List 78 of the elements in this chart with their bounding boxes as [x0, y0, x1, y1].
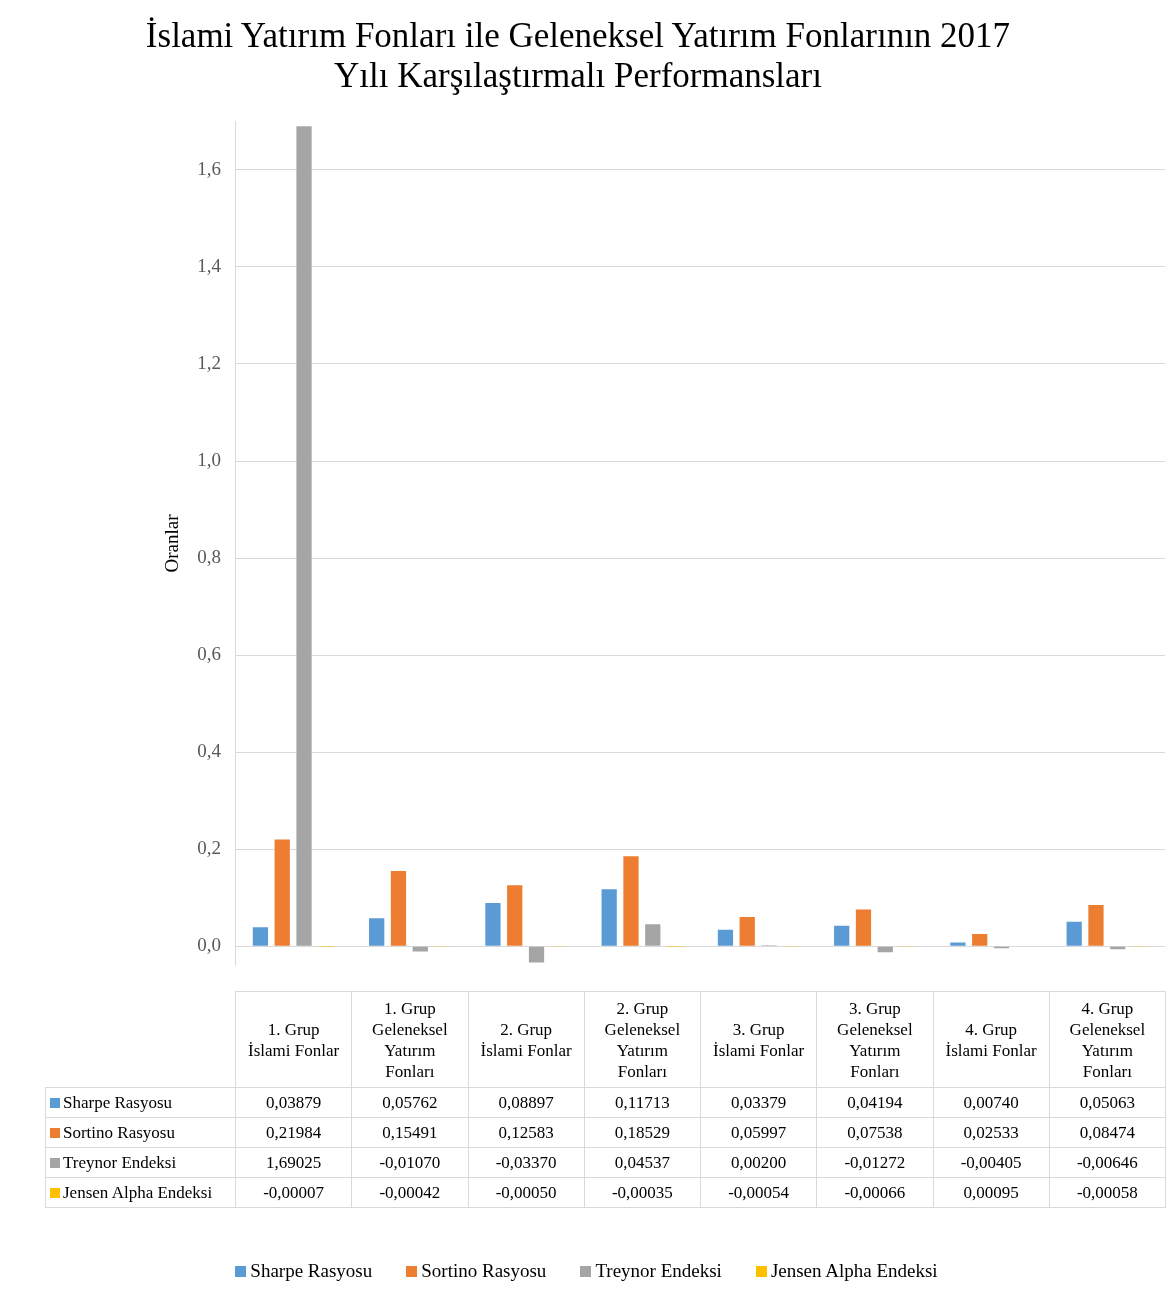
bar	[485, 903, 501, 946]
bar	[972, 933, 988, 946]
bar	[369, 918, 385, 946]
x-tick-label: 2. Grup İslami Fonlar	[468, 991, 585, 1088]
x-tick-label: 2. Grup Geleneksel Yatırım Fonları	[584, 991, 701, 1088]
data-label: 0,08897	[468, 1087, 585, 1118]
data-label: 0,21984	[235, 1117, 352, 1148]
y-tick-label: 0,4	[197, 740, 222, 762]
data-label: -0,00646	[1049, 1147, 1166, 1178]
data-label: -0,00405	[933, 1147, 1050, 1178]
bar	[834, 925, 850, 946]
data-label: 0,05997	[700, 1117, 817, 1148]
bar	[855, 909, 872, 946]
data-label: -0,00042	[351, 1177, 468, 1208]
bar	[1066, 921, 1082, 946]
data-label: 0,00200	[700, 1147, 817, 1178]
data-label: -0,01070	[351, 1147, 468, 1178]
data-label: -0,00066	[816, 1177, 933, 1208]
bar	[645, 924, 661, 946]
y-axis-title: Oranlar	[161, 513, 183, 573]
text: Jensen Alpha Endeksi	[770, 1260, 938, 1281]
data-label: 0,18529	[584, 1117, 701, 1148]
data-label: -0,00035	[584, 1177, 701, 1208]
x-tick-label: 3. Grup Geleneksel Yatırım Fonları	[816, 991, 933, 1088]
bar	[717, 929, 734, 946]
bar	[390, 871, 407, 946]
legend-label: Treynor Endeksi	[63, 1152, 177, 1172]
bar	[507, 885, 523, 946]
text: Treynor Endeksi	[595, 1260, 722, 1281]
chart-title: İslami Yatırım Fonları ile Geleneksel Yatırım Fonlarının 2017 Yılı Karşılaştırmalı Performansları	[144, 15, 1012, 96]
data-label: 0,03379	[700, 1087, 817, 1118]
legend-label: Jensen Alpha Endeksi	[63, 1182, 213, 1202]
data-label: -0,03370	[468, 1147, 585, 1178]
x-tick-label: 1. Grup Geleneksel Yatırım Fonları	[351, 991, 468, 1088]
data-label: 0,00095	[933, 1177, 1050, 1208]
y-tick-label: 0,6	[197, 643, 221, 665]
data-label: 0,05762	[351, 1087, 468, 1118]
y-tick-label: 1,4	[197, 254, 222, 276]
data-label: -0,00007	[235, 1177, 352, 1208]
y-tick-label: 1,6	[197, 157, 221, 179]
bar	[1088, 905, 1104, 946]
x-tick-label: 1. Grup İslami Fonlar	[235, 991, 352, 1088]
data-label: 0,11713	[584, 1087, 701, 1118]
data-label: -0,00054	[700, 1177, 817, 1208]
x-tick-label: 4. Grup İslami Fonlar	[933, 991, 1050, 1088]
bar	[739, 917, 755, 946]
data-label: 0,04194	[816, 1087, 933, 1118]
bar	[528, 946, 545, 963]
bar	[252, 927, 269, 946]
data-label: -0,01272	[816, 1147, 933, 1178]
data-label: 1,69025	[235, 1147, 352, 1178]
y-tick-label: 0,8	[197, 546, 221, 568]
data-label: 0,04537	[584, 1147, 701, 1178]
y-tick-label: 0,2	[197, 837, 221, 859]
text: Sortino Rasyosu	[421, 1260, 547, 1281]
data-label: 0,03879	[235, 1087, 352, 1118]
data-label: -0,00058	[1049, 1177, 1166, 1208]
y-tick-label: 1,0	[197, 449, 221, 471]
legend-label: Sortino Rasyosu	[63, 1122, 175, 1142]
data-label: 0,07538	[816, 1117, 933, 1148]
data-label: 0,08474	[1049, 1117, 1166, 1148]
data-label: 0,12583	[468, 1117, 585, 1148]
bar	[601, 889, 617, 946]
bar	[623, 856, 639, 946]
bar	[950, 942, 966, 946]
x-tick-label: 3. Grup İslami Fonlar	[700, 991, 817, 1088]
data-label: 0,05063	[1049, 1087, 1166, 1118]
y-tick-label: 0,0	[197, 934, 221, 956]
data-label: -0,00050	[468, 1177, 585, 1208]
y-tick-label: 1,2	[197, 351, 221, 373]
legend-label: Sharpe Rasyosu	[63, 1092, 173, 1112]
data-label: 0,15491	[351, 1117, 468, 1148]
bar	[296, 126, 312, 946]
data-label: 0,02533	[933, 1117, 1050, 1148]
text: Sharpe Rasyosu	[250, 1260, 373, 1281]
x-tick-label: 4. Grup Geleneksel Yatırım Fonları	[1049, 991, 1166, 1088]
data-label: 0,00740	[933, 1087, 1050, 1118]
bar	[274, 839, 290, 946]
